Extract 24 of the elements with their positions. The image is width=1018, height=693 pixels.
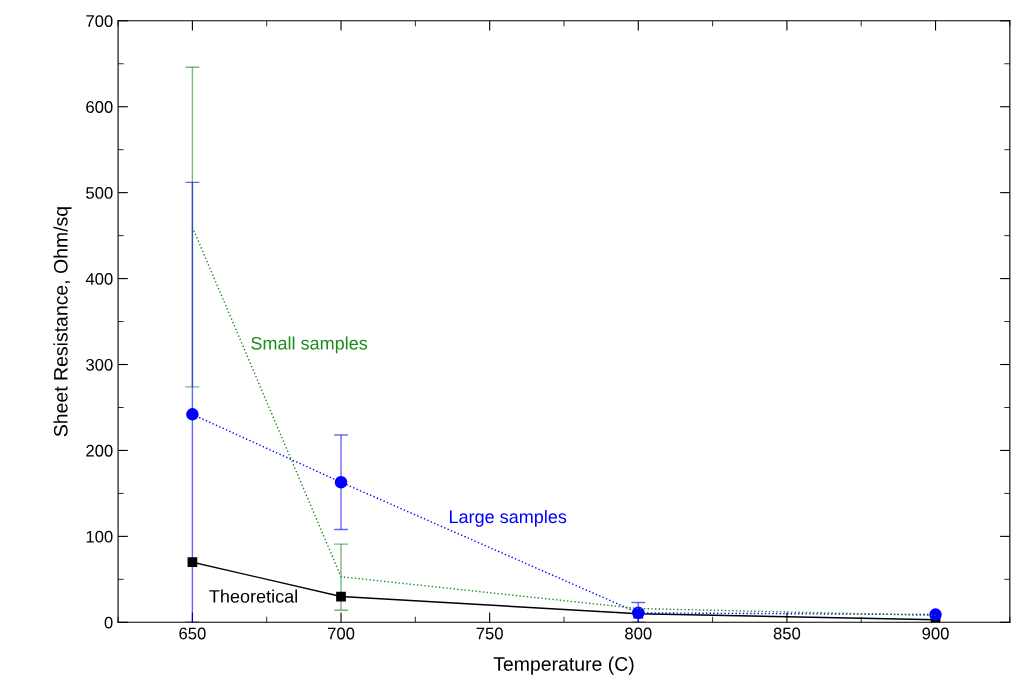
point [187, 557, 198, 568]
series-label: Theoretical [209, 589, 297, 603]
point [929, 608, 942, 621]
y-tick-label: 0 [104, 616, 113, 629]
x-tick-label: 900 [922, 627, 949, 640]
y-tick-label: 400 [85, 272, 113, 285]
y-tick-label: 200 [86, 444, 113, 457]
point [186, 408, 199, 421]
y-tick-label: 600 [86, 101, 113, 113]
y-tick-label: 500 [86, 187, 113, 199]
point [336, 591, 346, 602]
x-tick-label: 800 [625, 627, 652, 640]
x-axis-title: Temperature (C) [493, 656, 634, 675]
x-tick-label: 650 [179, 627, 206, 640]
y-tick-label: 300 [86, 358, 113, 371]
x-tick-label: 850 [773, 627, 801, 640]
point [334, 475, 348, 489]
y-tick-label: 100 [86, 530, 113, 543]
y-axis-title: Sheet Resistance, Ohm/sq [53, 207, 72, 437]
series-label: Large samples [449, 509, 567, 527]
x-tick-label: 750 [476, 627, 503, 640]
series-label: Small samples [251, 336, 368, 354]
x-tick-label: 700 [327, 627, 355, 640]
y-tick-label: 700 [86, 15, 113, 27]
